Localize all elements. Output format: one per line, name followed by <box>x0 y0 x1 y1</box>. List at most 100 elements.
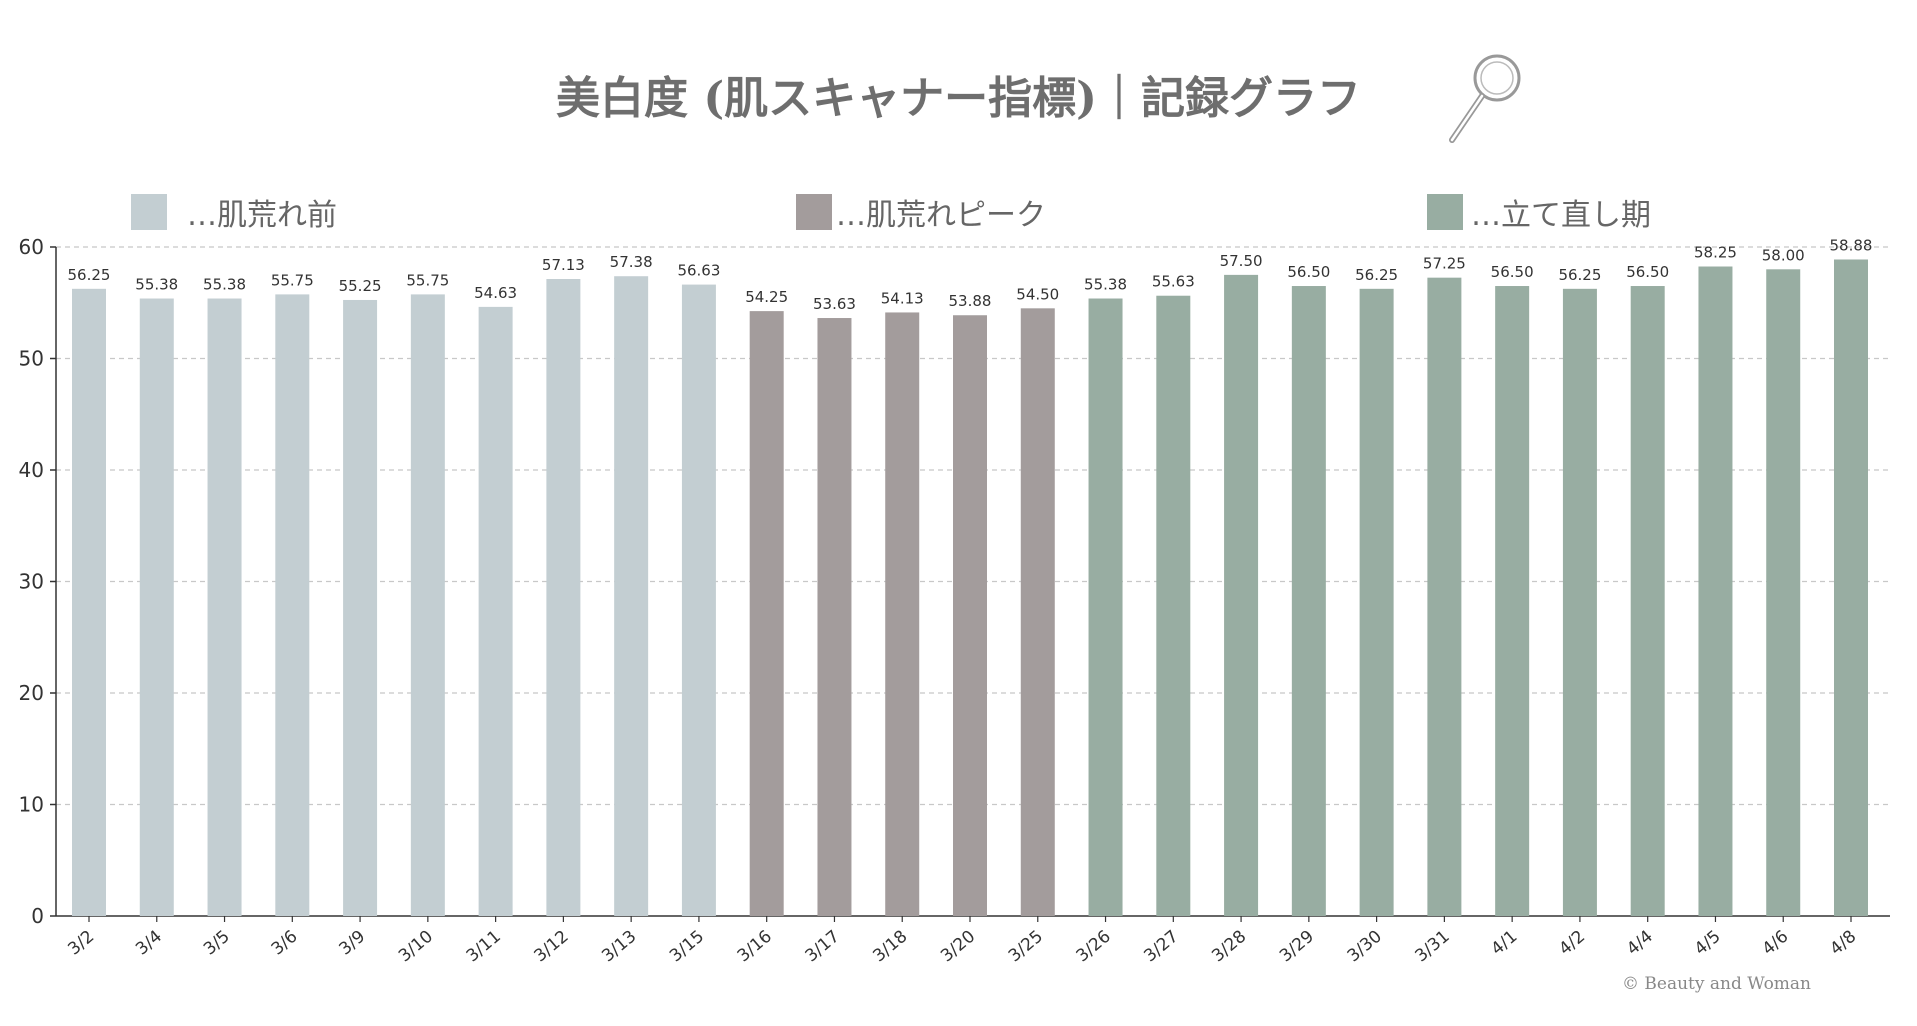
bar <box>817 318 852 916</box>
legend-label: …立て直し期 <box>1471 198 1651 233</box>
data-label: 56.50 <box>1491 263 1534 281</box>
data-label: 55.38 <box>135 276 178 294</box>
data-label: 55.75 <box>406 271 449 289</box>
data-label: 54.63 <box>474 284 517 302</box>
bar <box>1766 269 1801 916</box>
bar <box>275 294 310 916</box>
copyright: © Beauty and Woman <box>1622 974 1812 994</box>
x-tick-label: 3/5 <box>200 927 234 960</box>
data-label: 56.63 <box>677 262 720 280</box>
x-tick-label: 3/28 <box>1208 927 1250 967</box>
data-label: 57.50 <box>1220 252 1263 270</box>
bar <box>749 311 784 916</box>
bar <box>207 298 242 916</box>
legend-swatch <box>131 194 167 230</box>
legend-swatch <box>1427 194 1463 230</box>
data-label: 58.88 <box>1830 236 1873 254</box>
bar <box>614 276 649 916</box>
bar <box>1427 277 1462 917</box>
x-tick-label: 3/31 <box>1411 927 1453 967</box>
data-label: 55.38 <box>203 276 246 294</box>
legend-item-peak: …肌荒れピーク <box>796 190 1046 234</box>
x-tick-label: 3/6 <box>268 927 302 960</box>
x-tick-label: 3/15 <box>666 927 708 967</box>
x-tick-label: 3/25 <box>1005 927 1047 967</box>
bar <box>953 315 987 916</box>
data-label: 54.25 <box>745 288 788 306</box>
bar <box>1359 288 1394 916</box>
data-label: 58.25 <box>1694 244 1737 262</box>
data-label: 55.25 <box>339 277 382 295</box>
bar <box>1088 298 1123 916</box>
x-tick-label: 4/8 <box>1826 927 1860 960</box>
legend-item-before: …肌荒れ前 <box>131 190 337 234</box>
y-tick-label: 20 <box>19 681 44 705</box>
bar <box>478 306 513 916</box>
data-label: 53.63 <box>813 295 856 313</box>
bar <box>139 298 174 916</box>
x-tick-label: 3/27 <box>1140 927 1182 967</box>
x-tick-label: 3/26 <box>1073 927 1115 967</box>
legend-swatch <box>796 194 832 230</box>
data-label: 56.50 <box>1287 263 1330 281</box>
bar <box>1630 286 1665 916</box>
bar <box>72 288 106 916</box>
x-tick-label: 4/5 <box>1691 927 1725 960</box>
x-tick-label: 3/10 <box>395 927 437 967</box>
bar <box>410 294 445 916</box>
data-label: 56.25 <box>1558 266 1601 284</box>
data-label: 57.13 <box>542 256 585 274</box>
data-label: 55.75 <box>271 271 314 289</box>
magnifier-icon <box>1449 54 1521 143</box>
bar <box>1698 266 1733 916</box>
x-tick-label: 3/13 <box>598 927 640 967</box>
bar <box>1562 288 1597 916</box>
data-label: 53.88 <box>949 292 992 310</box>
x-tick-label: 3/29 <box>1276 927 1318 967</box>
bar <box>1156 295 1191 917</box>
x-tick-label: 3/4 <box>132 927 166 960</box>
bar <box>1291 286 1326 916</box>
y-tick-label: 0 <box>31 904 44 928</box>
x-tick-label: 3/11 <box>463 927 505 967</box>
y-tick-label: 30 <box>19 570 44 594</box>
bar <box>681 284 716 916</box>
data-label: 56.25 <box>68 266 111 284</box>
legend-label: …肌荒れ前 <box>187 198 337 233</box>
x-tick-label: 3/2 <box>64 927 98 960</box>
data-label: 56.50 <box>1626 263 1669 281</box>
legend-label: …肌荒れピーク <box>836 198 1046 233</box>
y-tick-label: 50 <box>19 347 44 371</box>
data-label: 55.63 <box>1152 273 1195 291</box>
x-tick-label: 4/6 <box>1759 927 1793 960</box>
x-tick-label: 3/17 <box>802 927 844 967</box>
data-label: 56.25 <box>1355 266 1398 284</box>
data-label: 58.00 <box>1762 246 1805 264</box>
x-tick-label: 4/4 <box>1623 927 1657 960</box>
chart-title: 美白度 (肌スキャナー指標)｜記録グラフ <box>556 73 1361 124</box>
bar <box>1495 286 1530 916</box>
bar <box>1224 274 1259 916</box>
y-tick-label: 60 <box>19 235 44 259</box>
y-tick-label: 10 <box>19 793 44 817</box>
x-tick-label: 4/1 <box>1488 927 1522 960</box>
bar <box>1834 259 1868 916</box>
x-tick-label: 3/12 <box>530 927 572 967</box>
x-tick-label: 4/2 <box>1555 927 1589 960</box>
legend-item-recovery: …立て直し期 <box>1427 190 1651 234</box>
x-tick-label: 3/30 <box>1344 927 1386 967</box>
data-label: 54.13 <box>881 289 924 307</box>
data-label: 57.38 <box>610 253 653 271</box>
data-label: 55.38 <box>1084 276 1127 294</box>
data-label: 57.25 <box>1423 255 1466 273</box>
y-tick-label: 40 <box>19 458 44 482</box>
x-tick-label: 3/16 <box>734 927 776 967</box>
x-tick-label: 3/18 <box>869 927 911 967</box>
x-tick-label: 3/9 <box>335 927 369 960</box>
bar <box>885 312 920 916</box>
data-label: 54.50 <box>1016 285 1059 303</box>
bar <box>546 279 581 916</box>
x-tick-label: 3/20 <box>937 927 979 967</box>
bar <box>343 299 378 916</box>
